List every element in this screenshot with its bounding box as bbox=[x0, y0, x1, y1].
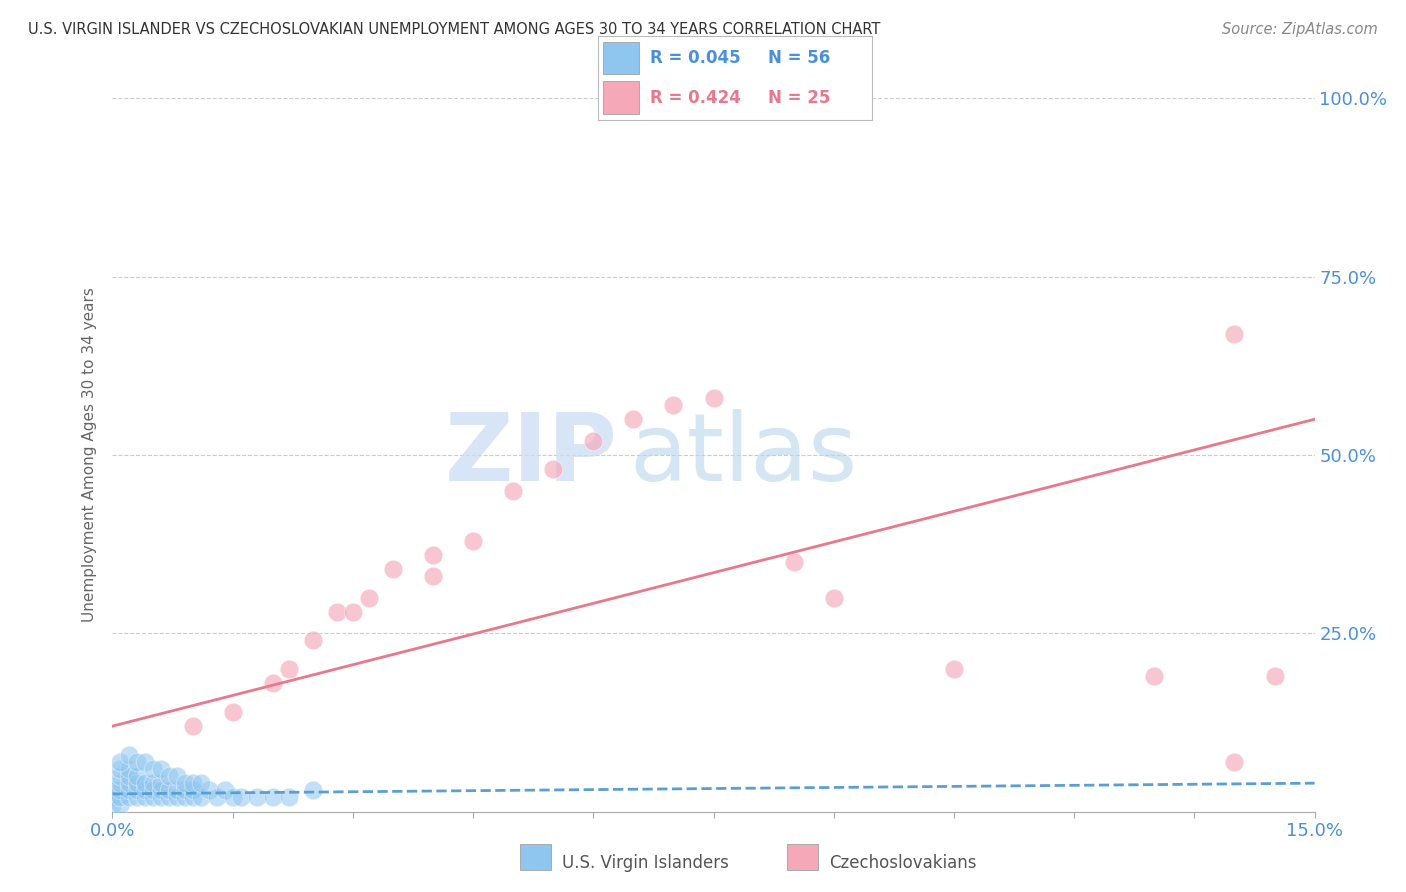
Point bbox=[262, 676, 284, 690]
Point bbox=[302, 783, 325, 797]
Point bbox=[157, 790, 180, 805]
Point bbox=[134, 755, 156, 769]
Point bbox=[110, 755, 132, 769]
Point bbox=[125, 776, 148, 790]
Point bbox=[110, 769, 132, 783]
Point bbox=[149, 783, 172, 797]
Point bbox=[141, 762, 163, 776]
Point bbox=[229, 790, 252, 805]
Point bbox=[141, 783, 163, 797]
Point bbox=[125, 769, 148, 783]
Point bbox=[125, 783, 148, 797]
Text: ZIP: ZIP bbox=[444, 409, 617, 501]
Point bbox=[141, 776, 163, 790]
Point bbox=[181, 719, 204, 733]
Point bbox=[662, 398, 685, 412]
Point bbox=[277, 790, 299, 805]
Point bbox=[782, 555, 804, 569]
Point bbox=[134, 790, 156, 805]
Point bbox=[117, 762, 139, 776]
Point bbox=[125, 790, 148, 805]
Point bbox=[149, 776, 172, 790]
Point bbox=[702, 391, 725, 405]
Point bbox=[101, 783, 124, 797]
Point bbox=[942, 662, 965, 676]
Point bbox=[149, 790, 172, 805]
Point bbox=[326, 605, 349, 619]
Point bbox=[1143, 669, 1166, 683]
Point bbox=[543, 462, 565, 476]
Point bbox=[173, 790, 195, 805]
Point bbox=[823, 591, 845, 605]
Point bbox=[166, 783, 188, 797]
Point bbox=[205, 790, 228, 805]
Text: atlas: atlas bbox=[630, 409, 858, 501]
Point bbox=[110, 783, 132, 797]
Point bbox=[197, 783, 219, 797]
Point bbox=[141, 790, 163, 805]
Point bbox=[134, 776, 156, 790]
Point bbox=[382, 562, 405, 576]
Point bbox=[181, 783, 204, 797]
Point bbox=[461, 533, 484, 548]
Point bbox=[222, 790, 245, 805]
Point bbox=[117, 790, 139, 805]
Point bbox=[214, 783, 236, 797]
Text: N = 25: N = 25 bbox=[768, 88, 830, 106]
Point bbox=[582, 434, 605, 448]
Point bbox=[246, 790, 269, 805]
Text: Czechoslovakians: Czechoslovakians bbox=[830, 855, 977, 872]
Text: N = 56: N = 56 bbox=[768, 49, 830, 67]
Point bbox=[117, 783, 139, 797]
Point bbox=[166, 790, 188, 805]
Point bbox=[110, 776, 132, 790]
Point bbox=[157, 769, 180, 783]
Point bbox=[117, 776, 139, 790]
Point bbox=[110, 797, 132, 812]
Text: R = 0.045: R = 0.045 bbox=[650, 49, 741, 67]
Point bbox=[166, 769, 188, 783]
Point bbox=[134, 783, 156, 797]
Point bbox=[302, 633, 325, 648]
Point bbox=[173, 776, 195, 790]
Point bbox=[422, 548, 444, 562]
Point bbox=[262, 790, 284, 805]
Point bbox=[149, 762, 172, 776]
Bar bbox=[603, 81, 638, 113]
Text: U.S. Virgin Islanders: U.S. Virgin Islanders bbox=[562, 855, 730, 872]
Point bbox=[1264, 669, 1286, 683]
Point bbox=[117, 769, 139, 783]
Point bbox=[110, 762, 132, 776]
Point bbox=[342, 605, 364, 619]
Point bbox=[190, 776, 212, 790]
Point bbox=[222, 705, 245, 719]
Point bbox=[357, 591, 380, 605]
Y-axis label: Unemployment Among Ages 30 to 34 years: Unemployment Among Ages 30 to 34 years bbox=[82, 287, 97, 623]
Text: U.S. VIRGIN ISLANDER VS CZECHOSLOVAKIAN UNEMPLOYMENT AMONG AGES 30 TO 34 YEARS C: U.S. VIRGIN ISLANDER VS CZECHOSLOVAKIAN … bbox=[28, 22, 880, 37]
Point bbox=[157, 783, 180, 797]
Point bbox=[277, 662, 299, 676]
Point bbox=[110, 790, 132, 805]
Point bbox=[181, 776, 204, 790]
Text: Source: ZipAtlas.com: Source: ZipAtlas.com bbox=[1222, 22, 1378, 37]
Point bbox=[101, 797, 124, 812]
Bar bbox=[603, 42, 638, 74]
Point bbox=[101, 790, 124, 805]
Point bbox=[125, 755, 148, 769]
Point bbox=[173, 783, 195, 797]
Point bbox=[190, 790, 212, 805]
Point bbox=[117, 747, 139, 762]
Point bbox=[181, 790, 204, 805]
Point bbox=[1223, 326, 1246, 341]
Text: R = 0.424: R = 0.424 bbox=[650, 88, 741, 106]
Point bbox=[502, 483, 524, 498]
Point bbox=[621, 412, 644, 426]
Point bbox=[1223, 755, 1246, 769]
Point bbox=[422, 569, 444, 583]
